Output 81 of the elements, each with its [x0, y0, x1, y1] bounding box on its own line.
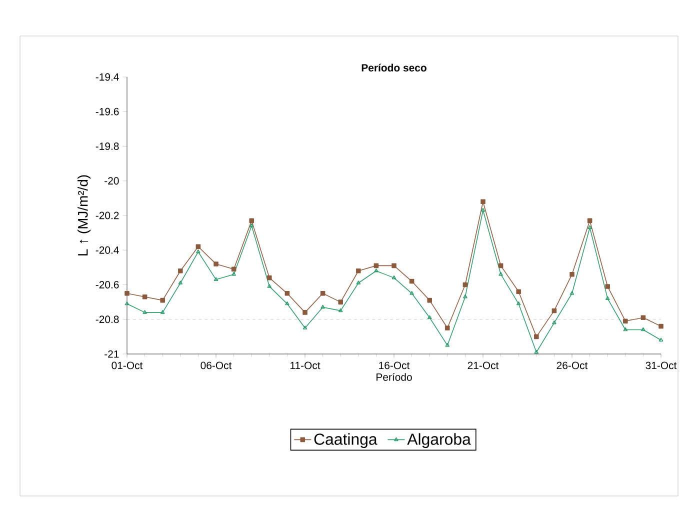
y-tick-label: -20.2: [96, 212, 119, 220]
point: [498, 263, 504, 268]
point: [552, 320, 556, 324]
legend-label: Algaroba: [407, 433, 471, 448]
y-tick-label: -21: [104, 350, 119, 358]
point: [409, 278, 414, 284]
point: [587, 218, 592, 224]
point: [570, 291, 574, 295]
point: [338, 308, 343, 312]
point: [178, 280, 183, 284]
point: [658, 324, 664, 329]
point: [285, 301, 290, 306]
x-tick-label: 06-Oct: [200, 362, 232, 370]
point: [374, 268, 378, 272]
point: [232, 272, 236, 276]
y-tick-label: -19.6: [96, 108, 119, 116]
legend-label: Caatinga: [314, 433, 378, 448]
y-tick-label: -19.4: [96, 73, 119, 81]
point: [124, 291, 130, 296]
point: [214, 277, 218, 281]
point: [410, 291, 414, 295]
point: [356, 268, 361, 274]
x-axis-title: Período: [376, 373, 412, 381]
point: [302, 326, 308, 330]
point: [445, 342, 450, 347]
point: [427, 298, 432, 303]
point: [142, 310, 147, 314]
x-tick-label: 16-Oct: [379, 362, 410, 370]
point: [392, 263, 396, 268]
point: [534, 334, 539, 340]
point: [516, 301, 521, 306]
y-tick-label: -20.6: [96, 281, 119, 288]
point: [463, 294, 468, 298]
y-axis-title: L ↑ (MJ/m²/d): [78, 175, 91, 256]
point: [142, 294, 148, 300]
point: [570, 272, 574, 277]
point: [516, 289, 521, 294]
point: [160, 298, 165, 303]
point: [320, 304, 325, 309]
point: [480, 208, 486, 212]
point: [374, 263, 379, 268]
x-tick-label: 01-Oct: [112, 362, 143, 370]
x-tick-label: 26-Oct: [556, 362, 588, 370]
point: [462, 282, 468, 288]
point: [231, 266, 236, 272]
x-tick-label: 21-Oct: [468, 362, 499, 370]
point: [267, 275, 272, 280]
x-tick-label: 31-Oct: [646, 362, 677, 370]
point: [356, 280, 361, 284]
point: [640, 315, 646, 320]
x-tick-label: 11-Oct: [290, 362, 320, 370]
point: [392, 275, 396, 280]
point: [641, 327, 646, 332]
point: [480, 199, 486, 204]
point: [605, 296, 610, 300]
y-tick-label: -20.4: [96, 246, 119, 254]
point: [623, 327, 628, 332]
chart-title: Período seco: [362, 64, 426, 72]
y-tick-label: -19.8: [96, 142, 119, 150]
point: [588, 225, 592, 229]
point: [427, 315, 432, 320]
point: [214, 262, 218, 266]
point: [267, 284, 272, 288]
point: [534, 350, 539, 354]
point: [178, 268, 183, 274]
point: [605, 284, 610, 289]
point: [623, 318, 628, 324]
point: [160, 310, 165, 314]
point: [498, 272, 503, 276]
point: [320, 291, 326, 296]
point: [552, 308, 557, 314]
point: [338, 300, 343, 304]
point: [249, 218, 254, 224]
point: [249, 223, 254, 228]
y-tick-label: -20: [104, 177, 119, 185]
point: [445, 326, 450, 330]
point: [196, 249, 200, 254]
point: [284, 291, 290, 296]
point: [196, 244, 201, 250]
point: [302, 310, 308, 315]
y-tick-label: -20.8: [96, 316, 119, 324]
